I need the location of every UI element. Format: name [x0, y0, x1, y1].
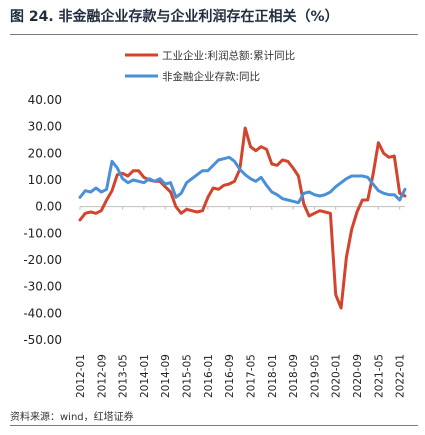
series-line-1 [78, 126, 407, 310]
x-tick-label: 2012-01 [75, 354, 87, 398]
chart-title: 图 24. 非金融企业存款与企业利润存在正相关（%） [10, 4, 418, 28]
x-tick-label: 2012-09 [96, 354, 108, 398]
y-tick-label: 10.00 [28, 173, 62, 187]
x-tick-label: 2016-01 [203, 354, 215, 398]
series-line-2 [78, 155, 407, 205]
y-tick-label: 40.00 [28, 93, 62, 107]
y-tick-label: -50.00 [23, 333, 62, 347]
x-tick-label: 2014-01 [139, 354, 151, 398]
x-tick-label: 2019-05 [309, 354, 321, 398]
x-tick-label: 2018-09 [288, 354, 300, 398]
y-tick-label: -10.00 [23, 226, 62, 240]
title-divider [10, 34, 418, 35]
y-tick-label: 20.00 [28, 146, 62, 160]
legend-label-2: 非金融企业存款:同比 [162, 70, 260, 83]
y-tick-label: -20.00 [23, 253, 62, 267]
source-note: 资料来源：wind，红塔证券 [10, 412, 134, 423]
y-tick-label: 0.00 [35, 200, 62, 214]
x-tick-label: 2020-01 [331, 354, 343, 398]
y-tick-label: -40.00 [23, 306, 62, 320]
x-tick-label: 2017-05 [245, 354, 257, 398]
x-tick-label: 2020-09 [352, 354, 364, 398]
y-tick-label: 30.00 [28, 120, 62, 134]
x-tick-label: 2022-01 [395, 354, 407, 398]
chart-title-text: 图 24. 非金融企业存款与企业利润存在正相关（%） [10, 9, 339, 25]
source-divider [10, 425, 418, 426]
x-tick-label: 2018-01 [267, 354, 279, 398]
x-tick-label: 2021-05 [373, 354, 385, 398]
y-tick-label: -30.00 [23, 280, 62, 294]
legend-label-1: 工业企业:利润总额:累计同比 [162, 49, 295, 62]
x-tick-label: 2016-09 [224, 354, 236, 398]
x-tick-label: 2013-05 [118, 354, 130, 398]
x-tick-label: 2015-05 [182, 354, 194, 398]
x-tick-label: 2014-09 [160, 354, 172, 398]
